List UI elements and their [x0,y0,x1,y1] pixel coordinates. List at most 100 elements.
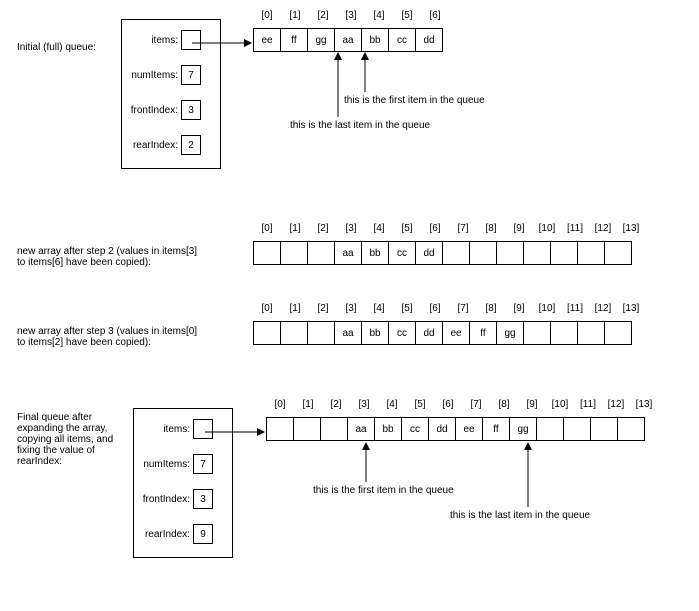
array-cell: bb [374,417,402,441]
frontindex-value: 3 [181,100,201,120]
section4-first-annot: this is the first item in the queue [313,485,454,496]
section1-rearindex-row: rearIndex: 2 [126,135,201,155]
array-cell: dd [428,417,456,441]
array-index: [3] [337,303,365,314]
array-cell: gg [307,28,335,52]
array-cell [617,417,645,441]
array-index: [3] [337,223,365,234]
section4-items-row: items: [138,419,213,439]
array-index: [9] [518,399,546,410]
numitems-label: numItems: [126,70,178,81]
array-cell: ff [469,321,497,345]
array-index: [4] [365,303,393,314]
array-cell: dd [415,28,443,52]
array-index: [2] [309,303,337,314]
array-cell: aa [334,28,362,52]
array-cell: cc [401,417,429,441]
array-index: [4] [365,223,393,234]
array-cell [577,321,605,345]
array-cell: ff [280,28,308,52]
array-cell [293,417,321,441]
numitems-value: 7 [193,454,213,474]
array-index: [9] [505,303,533,314]
array-cell [307,241,335,265]
array-index: [8] [490,399,518,410]
section4-caption: Final queue after expanding the array, c… [17,412,127,467]
array-index: [4] [365,10,393,21]
array-cell: aa [334,241,362,265]
section1-last-arrow [333,52,343,117]
array-cell [604,321,632,345]
section1-index-row: [0][1][2][3][4][5][6] [253,10,449,21]
array-index: [10] [533,303,561,314]
items-label: items: [126,35,178,46]
frontindex-label: frontIndex: [126,105,178,116]
array-index: [1] [281,223,309,234]
array-index: [8] [477,223,505,234]
array-cell: ff [482,417,510,441]
array-index: [10] [546,399,574,410]
array-index: [0] [253,303,281,314]
array-index: [6] [434,399,462,410]
section4-frontindex-row: frontIndex: 3 [138,489,213,509]
section4-last-arrow [523,442,533,507]
array-index: [13] [617,223,645,234]
array-index: [3] [350,399,378,410]
section4-first-arrow [361,442,371,482]
array-index: [7] [462,399,490,410]
array-index: [2] [309,10,337,21]
numitems-label: numItems: [138,459,190,470]
array-index: [1] [294,399,322,410]
array-cell [496,241,524,265]
section2-index-row: [0][1][2][3][4][5][6][7][8][9][10][11][1… [253,223,645,234]
array-index: [0] [266,399,294,410]
array-index: [0] [253,223,281,234]
array-index: [12] [589,223,617,234]
array-cell [604,241,632,265]
array-index: [7] [449,303,477,314]
array-cell: gg [496,321,524,345]
section1-frontindex-row: frontIndex: 3 [126,100,201,120]
section4-index-row: [0][1][2][3][4][5][6][7][8][9][10][11][1… [266,399,658,410]
section2-caption: new array after step 2 (values in items[… [17,246,207,268]
array-cell: bb [361,321,389,345]
section4-array: aabbccddeeffgg [266,417,645,441]
array-index: [1] [281,303,309,314]
array-cell: aa [347,417,375,441]
section4-last-annot: this is the last item in the queue [450,510,590,521]
section1-first-arrow [360,52,370,92]
array-index: [11] [574,399,602,410]
array-cell [523,321,551,345]
array-cell [442,241,470,265]
array-cell [590,417,618,441]
array-index: [4] [378,399,406,410]
section4-items-arrow [205,427,265,437]
array-cell: ee [455,417,483,441]
rearindex-value: 9 [193,524,213,544]
rearindex-value: 2 [181,135,201,155]
array-index: [10] [533,223,561,234]
section4-rearindex-row: rearIndex: 9 [138,524,213,544]
array-index: [11] [561,223,589,234]
array-cell [536,417,564,441]
section1-items-arrow [192,38,252,48]
section3-caption: new array after step 3 (values in items[… [17,326,207,348]
frontindex-label: frontIndex: [138,494,190,505]
section4-numitems-row: numItems: 7 [138,454,213,474]
array-index: [12] [602,399,630,410]
array-index: [5] [406,399,434,410]
array-cell: cc [388,321,416,345]
array-cell [577,241,605,265]
array-index: [2] [322,399,350,410]
array-index: [12] [589,303,617,314]
array-index: [13] [630,399,658,410]
array-cell [320,417,348,441]
array-index: [5] [393,223,421,234]
section1-numitems-row: numItems: 7 [126,65,201,85]
array-cell: gg [509,417,537,441]
array-cell [563,417,591,441]
frontindex-value: 3 [193,489,213,509]
array-index: [5] [393,10,421,21]
array-index: [2] [309,223,337,234]
array-cell: dd [415,241,443,265]
